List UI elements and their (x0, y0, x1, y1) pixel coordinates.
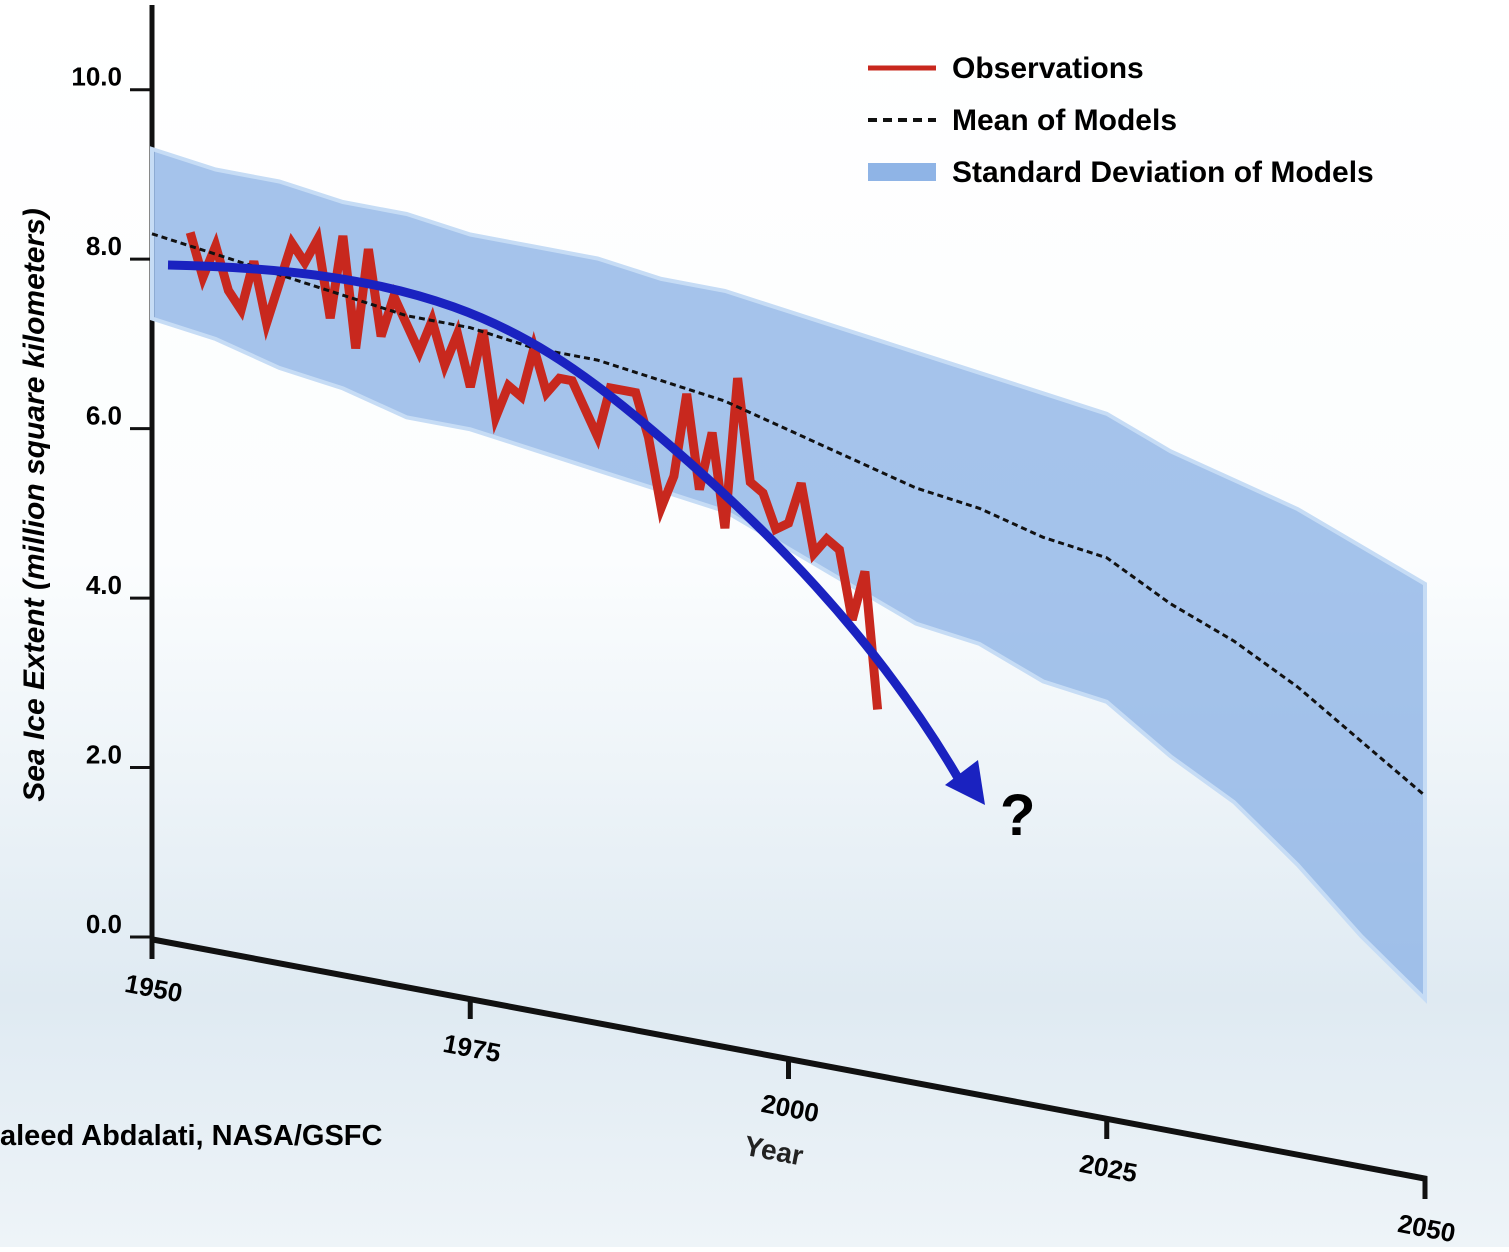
legend-swatch (868, 163, 936, 181)
std-band (150, 146, 1427, 1004)
trend-arrow (167, 260, 969, 793)
annotation: ? (1000, 783, 1035, 848)
y-tick-label: 4.0 (86, 570, 122, 600)
mean-line (151, 232, 1426, 797)
y-axis-label: Sea Ice Extent (million square kilometer… (18, 208, 51, 802)
legend-label: Observations (952, 52, 1144, 85)
y-tick-label: 0.0 (86, 909, 122, 939)
y-tick-label: 2.0 (86, 740, 122, 770)
legend-label: Mean of Models (952, 104, 1177, 137)
y-tick-label: 10.0 (71, 62, 122, 92)
y-tick-label: 6.0 (86, 401, 122, 431)
legend: Observations Mean of Models Standard Devia… (868, 52, 1374, 189)
arrow-head (945, 760, 985, 805)
legend-label: Standard Deviation of Models (952, 156, 1374, 189)
credit: aleed Abdalati, NASA/GSFC (0, 1120, 382, 1152)
y-tick-label: 8.0 (86, 231, 122, 261)
